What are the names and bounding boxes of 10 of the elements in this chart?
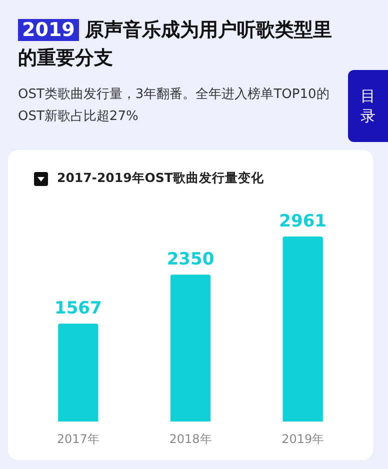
chart-subtitle: OST类歌曲发行量，3年翻番。全年进入榜单TOP10的OST新歌占比超27% bbox=[18, 86, 330, 126]
side-tab: 目录 bbox=[348, 70, 388, 142]
text: 2017-2019年OST歌曲发行量变化 bbox=[57, 170, 264, 187]
chart-title: 2019 原声音乐成为用户听歌类型里的重要分支 bbox=[18, 18, 333, 71]
x-tick-label: 2017年 bbox=[56, 432, 100, 446]
data-label: 1567 bbox=[54, 298, 102, 319]
x-tick-label: 2018年 bbox=[169, 432, 212, 446]
x-tick-label: 2019年 bbox=[282, 432, 324, 446]
data-label: 2961 bbox=[279, 211, 326, 232]
data-label: 2350 bbox=[166, 250, 214, 270]
